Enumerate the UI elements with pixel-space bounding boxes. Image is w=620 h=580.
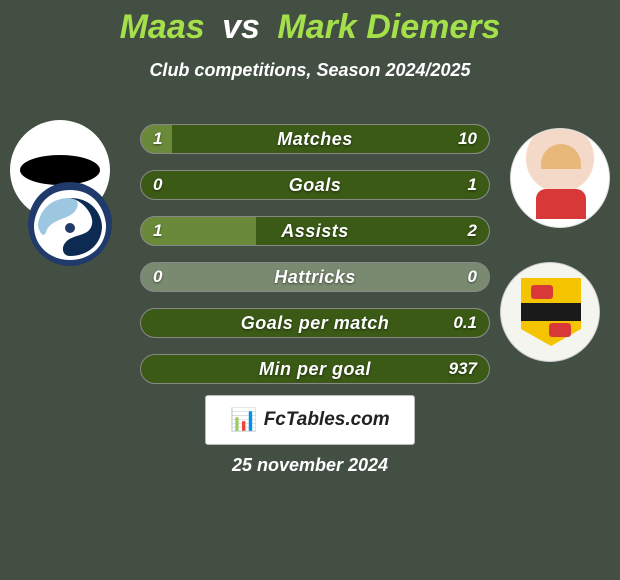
stat-value-left: 0 — [153, 263, 162, 291]
stat-row: Min per goal937 — [140, 354, 490, 384]
club2-accent-bottom — [549, 323, 571, 337]
page-title: Maas vs Mark Diemers — [0, 8, 620, 47]
stat-row: Goals0 1 — [140, 170, 490, 200]
stat-value-right: 0.1 — [453, 309, 477, 337]
stat-label: Hattricks — [141, 263, 489, 291]
comparison-infographic: Maas vs Mark Diemers Club competitions, … — [0, 0, 620, 580]
stat-value-left: 0 — [153, 171, 162, 199]
player2-avatar — [510, 128, 610, 228]
club1-logo — [20, 178, 120, 278]
subtitle: Club competitions, Season 2024/2025 — [0, 60, 620, 81]
title-player2: Mark Diemers — [277, 8, 500, 46]
club2-band — [521, 303, 581, 321]
stat-value-right: 10 — [458, 125, 477, 153]
stat-row: Assists1 2 — [140, 216, 490, 246]
stat-value-right: 2 — [468, 217, 477, 245]
stat-row: Goals per match0.1 — [140, 308, 490, 338]
title-player1: Maas — [120, 8, 205, 46]
date-line: 25 november 2024 — [0, 455, 620, 476]
stat-value-left: 1 — [153, 125, 162, 153]
club2-logo — [500, 262, 600, 362]
stat-value-left: 1 — [153, 217, 162, 245]
stat-value-right: 0 — [468, 263, 477, 291]
club1-logo-svg — [20, 178, 120, 278]
stat-row: Hattricks0 0 — [140, 262, 490, 292]
stat-label: Goals — [141, 171, 489, 199]
stat-label: Assists — [141, 217, 489, 245]
stat-value-right: 1 — [468, 171, 477, 199]
title-vs: vs — [222, 8, 260, 46]
stat-label: Min per goal — [141, 355, 489, 383]
attribution-text: FcTables.com — [264, 409, 390, 431]
attribution-box: 📊 FcTables.com — [205, 395, 415, 445]
chart-icon: 📊 — [230, 407, 257, 433]
stat-label: Goals per match — [141, 309, 489, 337]
stat-row: Matches1 10 — [140, 124, 490, 154]
stat-label: Matches — [141, 125, 489, 153]
club2-accent-top — [531, 285, 553, 299]
stat-value-right: 937 — [449, 355, 477, 383]
